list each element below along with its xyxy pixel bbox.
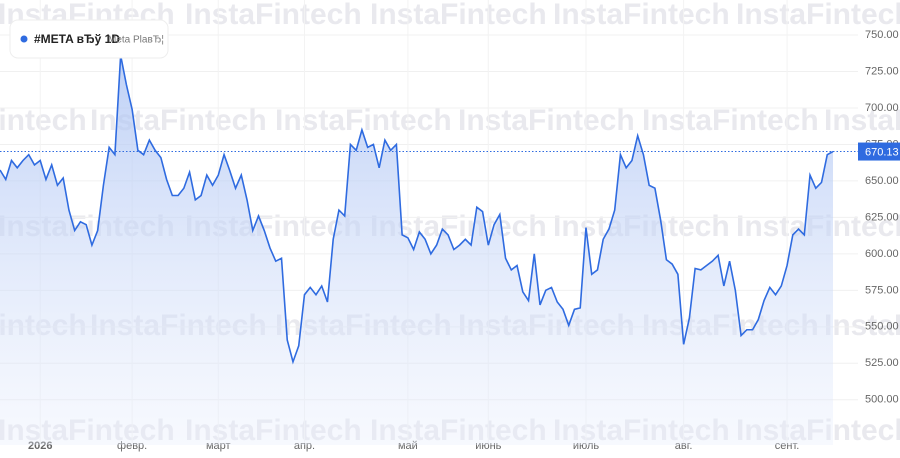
y-tick-label: 600.00 (865, 248, 899, 260)
header-subtitle: Meta PlaвЂ¦ (108, 35, 164, 46)
header: #META вЂў 1D Meta PlaвЂ¦ (9, 19, 169, 59)
last-price-label: 670.13 (865, 146, 899, 158)
y-tick-label: 650.00 (865, 175, 899, 187)
watermark: InstaFintech (736, 0, 900, 31)
y-tick-label: 750.00 (865, 29, 899, 41)
watermark: InstaFintech (642, 104, 819, 137)
watermark: InstaFintech (824, 104, 900, 137)
y-tick-label: 625.00 (865, 211, 899, 223)
watermark: InstaFintech (824, 309, 900, 342)
y-tick-label: 700.00 (865, 102, 899, 114)
y-tick-label: 500.00 (865, 394, 899, 406)
watermark: InstaFintech (370, 0, 547, 31)
header-title: #META вЂў 1D (34, 32, 120, 46)
area (0, 55, 833, 445)
y-tick-label: 550.00 (865, 321, 899, 333)
y-tick-label: 725.00 (865, 65, 899, 77)
y-tick-label: 575.00 (865, 284, 899, 296)
watermark: InstaFintech (0, 104, 87, 137)
watermark: InstaFintech (553, 0, 730, 31)
header-box (9, 19, 169, 59)
y-tick-label: 525.00 (865, 357, 899, 369)
watermark: InstaFintech (185, 0, 362, 31)
header-dot (20, 35, 28, 43)
last-price-box (858, 142, 900, 161)
watermark: InstaFintech (458, 104, 635, 137)
price-line (0, 55, 834, 365)
